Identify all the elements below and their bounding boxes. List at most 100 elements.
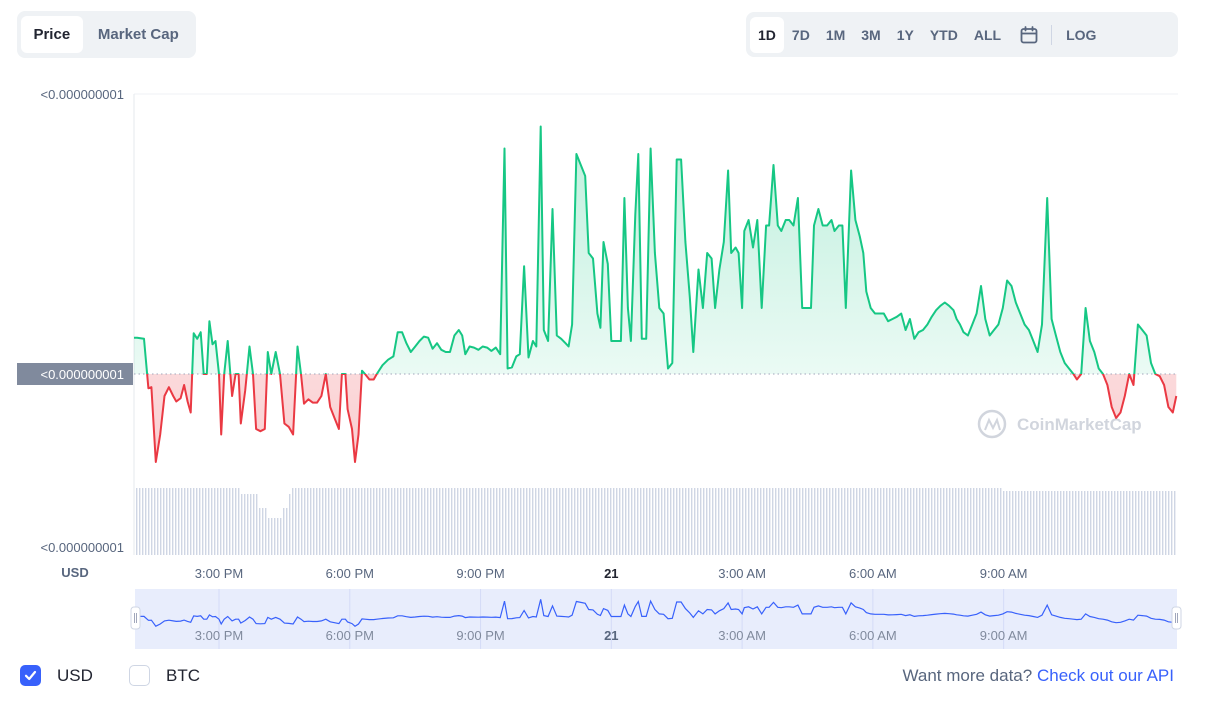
volume-bar	[433, 488, 435, 555]
volume-bar	[829, 488, 831, 555]
volume-bar	[1171, 491, 1173, 555]
volume-bar	[421, 488, 423, 555]
volume-bar	[700, 488, 702, 555]
volume-bar	[391, 488, 393, 555]
navigator-tick-label: 3:00 AM	[718, 628, 766, 643]
left-handle-body	[130, 606, 141, 630]
volume-bar	[355, 488, 357, 555]
volume-bar	[373, 488, 375, 555]
volume-bar	[736, 488, 738, 555]
volume-bar	[697, 488, 699, 555]
volume-bar	[574, 488, 576, 555]
volume-bar	[205, 488, 207, 555]
volume-bar	[613, 488, 615, 555]
volume-bar	[985, 488, 987, 555]
calendar-icon[interactable]	[1009, 17, 1049, 53]
volume-bar	[547, 488, 549, 555]
volume-bar	[1081, 491, 1083, 555]
volume-bar	[274, 518, 276, 555]
volume-bar	[541, 488, 543, 555]
volume-bar	[1144, 491, 1146, 555]
volume-bar	[1042, 491, 1044, 555]
volume-bar	[892, 488, 894, 555]
volume-bar	[490, 488, 492, 555]
volume-bar	[628, 488, 630, 555]
volume-bar	[1162, 491, 1164, 555]
volume-bar	[439, 488, 441, 555]
volume-bar	[538, 488, 540, 555]
volume-bar	[478, 488, 480, 555]
volume-bar	[370, 488, 372, 555]
volume-bar	[667, 488, 669, 555]
range-3m-button[interactable]: 3M	[861, 26, 881, 43]
volume-bar	[157, 488, 159, 555]
volume-bar	[187, 488, 189, 555]
volume-bar	[715, 488, 717, 555]
volume-bar	[685, 488, 687, 555]
usd-checkbox-row[interactable]: USD	[20, 665, 93, 686]
log-scale-button[interactable]: LOG	[1066, 26, 1097, 43]
volume-bar	[754, 488, 756, 555]
volume-bar	[484, 488, 486, 555]
volume-bar	[604, 488, 606, 555]
range-1d-button[interactable]: 1D	[750, 16, 784, 53]
volume-bar	[448, 488, 450, 555]
volume-bar	[280, 518, 282, 555]
volume-bar	[970, 488, 972, 555]
volume-bar	[775, 488, 777, 555]
volume-bar	[334, 488, 336, 555]
volume-bar	[424, 488, 426, 555]
range-ytd-button[interactable]: YTD	[929, 26, 958, 43]
volume-bar	[367, 488, 369, 555]
volume-bar	[703, 488, 705, 555]
volume-bar	[352, 488, 354, 555]
volume-bar	[559, 488, 561, 555]
btc-checkbox[interactable]	[129, 665, 150, 686]
navigator-ticks: 3:00 PM 6:00 PM 9:00 PM 21 3:00 AM 6:00 AM 9:0…	[195, 589, 1027, 649]
volume-bar	[802, 488, 804, 555]
volume-bar	[784, 488, 786, 555]
volume-bar	[745, 488, 747, 555]
volume-bar	[661, 488, 663, 555]
volume-bar	[217, 488, 219, 555]
volume-bar	[913, 488, 915, 555]
volume-bar	[817, 488, 819, 555]
watermark-text: CoinMarketCap	[1017, 415, 1142, 434]
volume-bar	[928, 488, 930, 555]
tab-market-cap[interactable]: Market Cap	[97, 26, 179, 43]
range-1y-button[interactable]: 1Y	[896, 26, 914, 43]
btc-checkbox-row[interactable]: BTC	[129, 665, 200, 686]
navigator[interactable]: 3:00 PM 6:00 PM 9:00 PM 21 3:00 AM 6:00 AM 9:0…	[130, 589, 1182, 649]
volume-bar	[709, 488, 711, 555]
volume-bar	[514, 488, 516, 555]
volume-bar	[1000, 488, 1002, 555]
navigator-handle-left[interactable]	[130, 606, 141, 630]
usd-checkbox[interactable]	[20, 665, 41, 686]
volume-bar	[139, 488, 141, 555]
volume-bar	[964, 488, 966, 555]
volume-bar	[319, 488, 321, 555]
volume-bar	[769, 488, 771, 555]
range-7d-button[interactable]: 7D	[791, 26, 810, 43]
volume-bar	[259, 508, 261, 555]
volume-bar	[940, 488, 942, 555]
api-prefix: Want more data?	[902, 666, 1033, 685]
volume-bar	[610, 488, 612, 555]
volume-bar	[655, 488, 657, 555]
volume-bar	[1039, 491, 1041, 555]
volume-bar	[175, 488, 177, 555]
volume-bar	[682, 488, 684, 555]
volume-bar	[535, 488, 537, 555]
volume-bar	[301, 488, 303, 555]
volume-bar	[1057, 491, 1059, 555]
api-link[interactable]: Check out our API	[1036, 666, 1174, 685]
navigator-handle-right[interactable]	[1171, 606, 1182, 630]
volume-bar	[469, 488, 471, 555]
range-1m-button[interactable]: 1M	[825, 26, 846, 43]
volume-bar	[1174, 491, 1176, 555]
volume-bar	[691, 488, 693, 555]
range-all-button[interactable]: ALL	[973, 26, 1002, 43]
tab-price[interactable]: Price	[21, 16, 83, 53]
volume-bar	[721, 488, 723, 555]
price-area-up	[134, 126, 1177, 374]
